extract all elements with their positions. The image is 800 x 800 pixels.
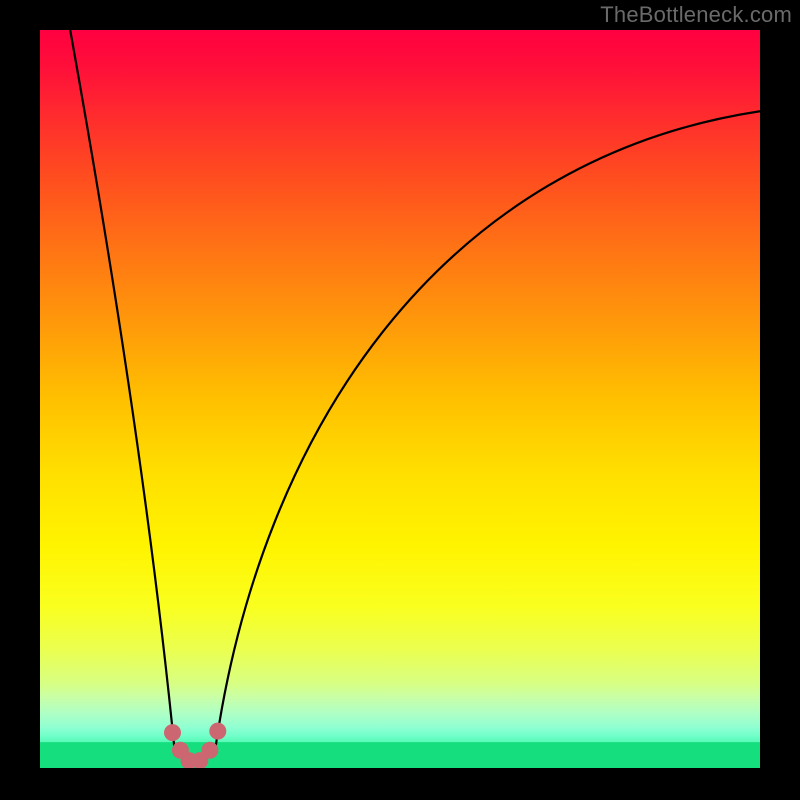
chart-svg bbox=[40, 30, 760, 768]
watermark: TheBottleneck.com bbox=[600, 2, 792, 28]
plot-inner bbox=[40, 30, 760, 768]
plot-area bbox=[40, 30, 760, 768]
marker-dot bbox=[164, 724, 181, 741]
gradient-background bbox=[40, 30, 760, 768]
marker-dot bbox=[201, 742, 218, 759]
green-band bbox=[40, 742, 760, 768]
marker-dot bbox=[209, 723, 226, 740]
